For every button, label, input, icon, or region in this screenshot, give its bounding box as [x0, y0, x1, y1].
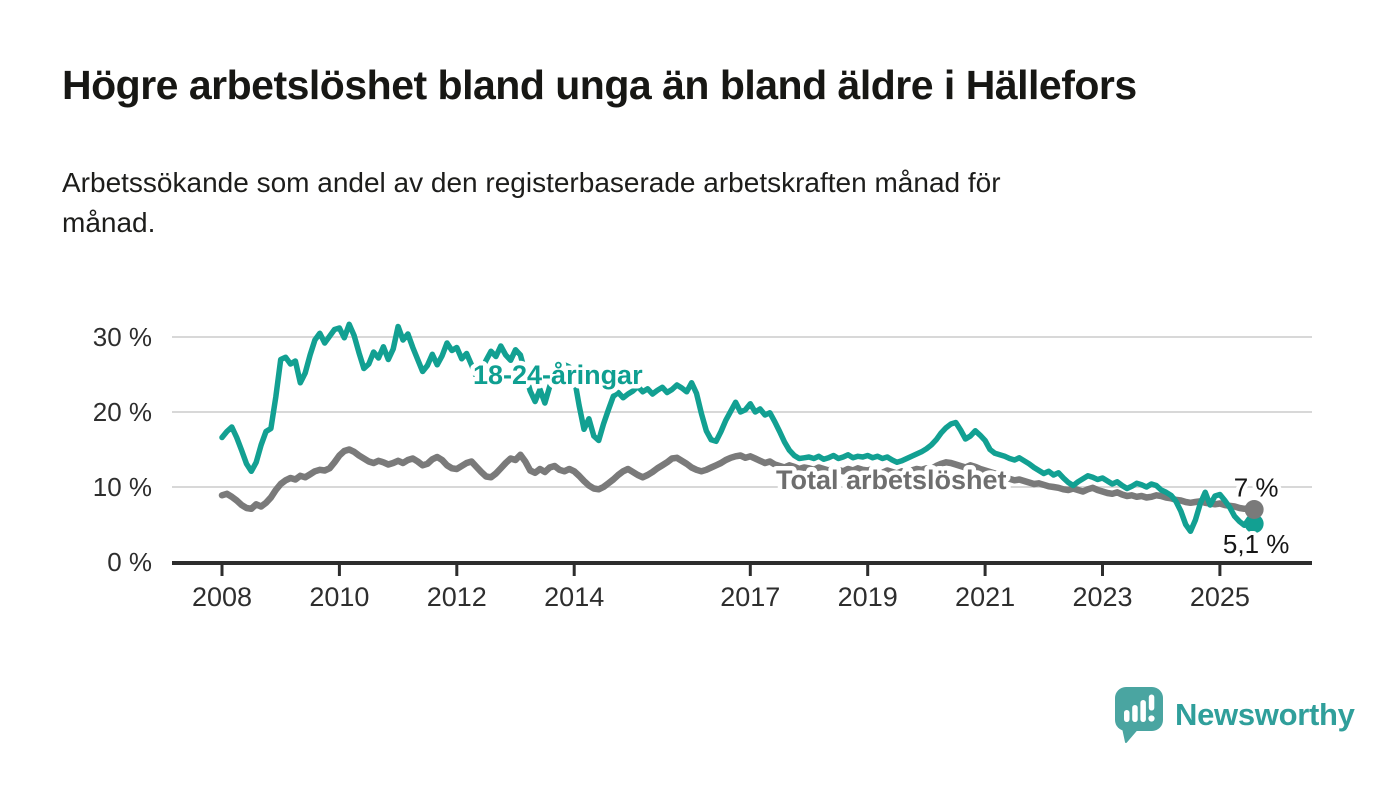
logo-bar-3: [1140, 700, 1146, 722]
logo-exclamation-bar: [1148, 694, 1155, 711]
series-label-young: 18-24-åringar: [473, 360, 643, 390]
y-axis-label-20: 20 %: [93, 397, 152, 427]
x-axis-label-2012: 2012: [427, 582, 487, 612]
logo-bar-1: [1124, 710, 1130, 722]
x-axis-label-2025: 2025: [1190, 582, 1250, 612]
end-dot-total: [1244, 500, 1264, 519]
series-line-total: [218, 446, 1258, 513]
end-dot-young: [1244, 514, 1264, 534]
end-value-label-total: 7 %: [1234, 473, 1279, 503]
logo-bar-2: [1132, 705, 1138, 722]
page-title: Högre arbetslöshet bland unga än bland ä…: [62, 62, 1137, 108]
chart-subtitle: Arbetssökande som andel av den registerb…: [62, 167, 1001, 239]
logo-bubble: [1115, 687, 1163, 731]
y-axis-label-0: 0 %: [107, 547, 152, 577]
x-axis-label-2010: 2010: [309, 582, 369, 612]
logo-exclamation-dot: [1148, 715, 1155, 722]
y-axis-label-30: 30 %: [93, 322, 152, 352]
newsworthy-logo-icon: [1115, 687, 1163, 743]
y-axis-label-10: 10 %: [93, 472, 152, 502]
logo-bubble-tail: [1122, 727, 1139, 743]
x-axis-label-2021: 2021: [955, 582, 1015, 612]
x-axis-label-2014: 2014: [544, 582, 604, 612]
end-value-label-young: 5,1 %: [1223, 529, 1290, 559]
x-axis-label-2019: 2019: [838, 582, 898, 612]
x-axis-label-2008: 2008: [192, 582, 252, 612]
brand-name: Newsworthy: [1175, 697, 1355, 732]
series-label-total: Total arbetslöshet: [776, 465, 1007, 495]
x-axis-label-2023: 2023: [1072, 582, 1132, 612]
series-line-young: [219, 321, 1257, 535]
brand-footer: Newsworthy: [1114, 686, 1355, 744]
x-axis-label-2017: 2017: [720, 582, 780, 612]
